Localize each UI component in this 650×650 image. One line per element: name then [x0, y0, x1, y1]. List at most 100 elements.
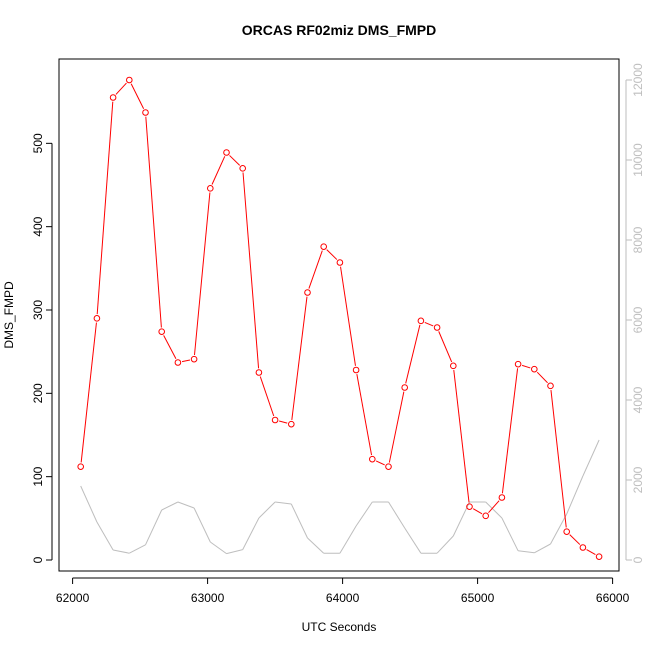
y-axis-left: 0 100 200 300 400 500	[31, 133, 53, 563]
series-left-point	[126, 76, 133, 84]
series-left-point	[142, 109, 149, 116]
series-right-segment	[501, 517, 519, 552]
series-left-segment	[586, 549, 596, 556]
series-left-point	[433, 324, 441, 331]
plot-area-frame	[58, 58, 620, 572]
series-left-point	[466, 503, 473, 510]
series-left-point	[93, 315, 101, 322]
series-left-segment	[115, 82, 127, 95]
series-left-segment	[536, 371, 548, 384]
series-right-segment	[534, 543, 551, 554]
series-left-segment	[130, 83, 145, 109]
chart-title: ORCAS RF02miz DMS_FMPD	[242, 22, 436, 38]
series-left-point	[417, 317, 425, 325]
series-right-segment	[275, 501, 292, 505]
series-left-segment	[340, 266, 356, 366]
series-left-point	[514, 360, 522, 368]
series-right-segment	[258, 501, 276, 519]
series-right-segment	[80, 485, 98, 523]
series-left-point	[385, 463, 392, 470]
series-left-segment	[388, 391, 405, 463]
series-left-segment	[453, 369, 470, 503]
series-left-segment	[259, 376, 275, 417]
series-left-point	[563, 528, 571, 535]
series-right-segment	[582, 439, 600, 477]
series-left-segment	[405, 324, 421, 384]
series-left-point	[547, 382, 554, 390]
series-left-segment	[80, 322, 97, 463]
y2-tick-label: 0	[631, 556, 645, 563]
series-left-point	[401, 384, 409, 391]
series-left-segment	[279, 420, 288, 424]
series-right-segment	[193, 507, 211, 543]
series-left-point	[239, 165, 246, 172]
y-axis-right: 0 2000 4000 6000 8000 10000 12000	[625, 63, 645, 563]
series-left-point	[482, 512, 490, 520]
series-right-segment	[404, 527, 422, 554]
x-tick-label: 62000	[56, 591, 90, 605]
y-tick-label: 0	[31, 556, 45, 563]
series-left-point	[369, 455, 376, 463]
series-left-point	[207, 185, 214, 192]
series-left-segment	[569, 534, 581, 545]
series-left-point	[336, 259, 344, 266]
series-right-segment	[436, 535, 454, 554]
series-left-segment	[356, 374, 373, 456]
series-left-point	[190, 355, 198, 363]
series-left-point	[531, 365, 538, 373]
series-left-segment	[242, 172, 260, 369]
series-left-point	[288, 420, 295, 428]
series-left-point	[320, 243, 328, 250]
series-right-segment	[355, 501, 373, 527]
y2-tick-label: 4000	[631, 386, 645, 413]
series-right-segment	[290, 503, 308, 539]
series-left-segment	[229, 155, 241, 166]
series-left-point	[158, 328, 165, 335]
y-tick-label: 300	[31, 300, 45, 320]
series-right-segment	[566, 475, 584, 515]
series-left-segment	[424, 321, 434, 327]
x-axis-label: UTC Seconds	[302, 620, 377, 634]
y2-tick-label: 2000	[631, 466, 645, 493]
series-left-segment	[438, 331, 453, 363]
series-left-point	[223, 149, 230, 156]
series-left-segment	[472, 508, 483, 515]
series-left-point	[255, 369, 263, 376]
y-tick-label: 200	[31, 383, 45, 403]
series-left-point	[579, 544, 587, 551]
series-left-segment	[521, 364, 531, 369]
series-right-segment	[550, 513, 568, 545]
series-right-segment	[226, 549, 243, 555]
series-left-point	[271, 416, 279, 424]
series-right-segment	[113, 549, 130, 554]
series-left-point	[595, 553, 603, 560]
series-left-segment	[501, 368, 519, 494]
x-axis: 62000 63000 64000 65000 66000	[56, 577, 630, 605]
series-left-point	[450, 362, 457, 370]
x-tick-label: 65000	[461, 591, 495, 605]
series-left-segment	[291, 296, 308, 421]
series-left-segment	[326, 249, 338, 260]
y-tick-label: 400	[31, 216, 45, 236]
series-right-segment	[339, 525, 357, 554]
series-left-point	[109, 94, 117, 101]
series-left-segment	[163, 335, 177, 360]
x-tick-label: 63000	[191, 591, 225, 605]
series-right-segment	[161, 501, 179, 511]
series-left-segment	[211, 156, 226, 185]
series-right-segment	[518, 550, 535, 554]
y2-tick-label: 6000	[631, 306, 645, 333]
series-left-segment	[550, 389, 567, 528]
y2-tick-label: 10000	[631, 143, 645, 177]
series-right-segment	[485, 501, 503, 519]
series-layer	[77, 76, 603, 560]
y-tick-label: 500	[31, 133, 45, 153]
series-left-point	[498, 494, 506, 501]
y-axis-label: DMS_FMPD	[2, 281, 16, 349]
series-right-segment	[242, 517, 260, 550]
series-right-segment	[210, 541, 227, 555]
series-right-segment	[96, 521, 114, 551]
series-right-segment	[129, 544, 146, 554]
series-left-point	[352, 366, 360, 374]
